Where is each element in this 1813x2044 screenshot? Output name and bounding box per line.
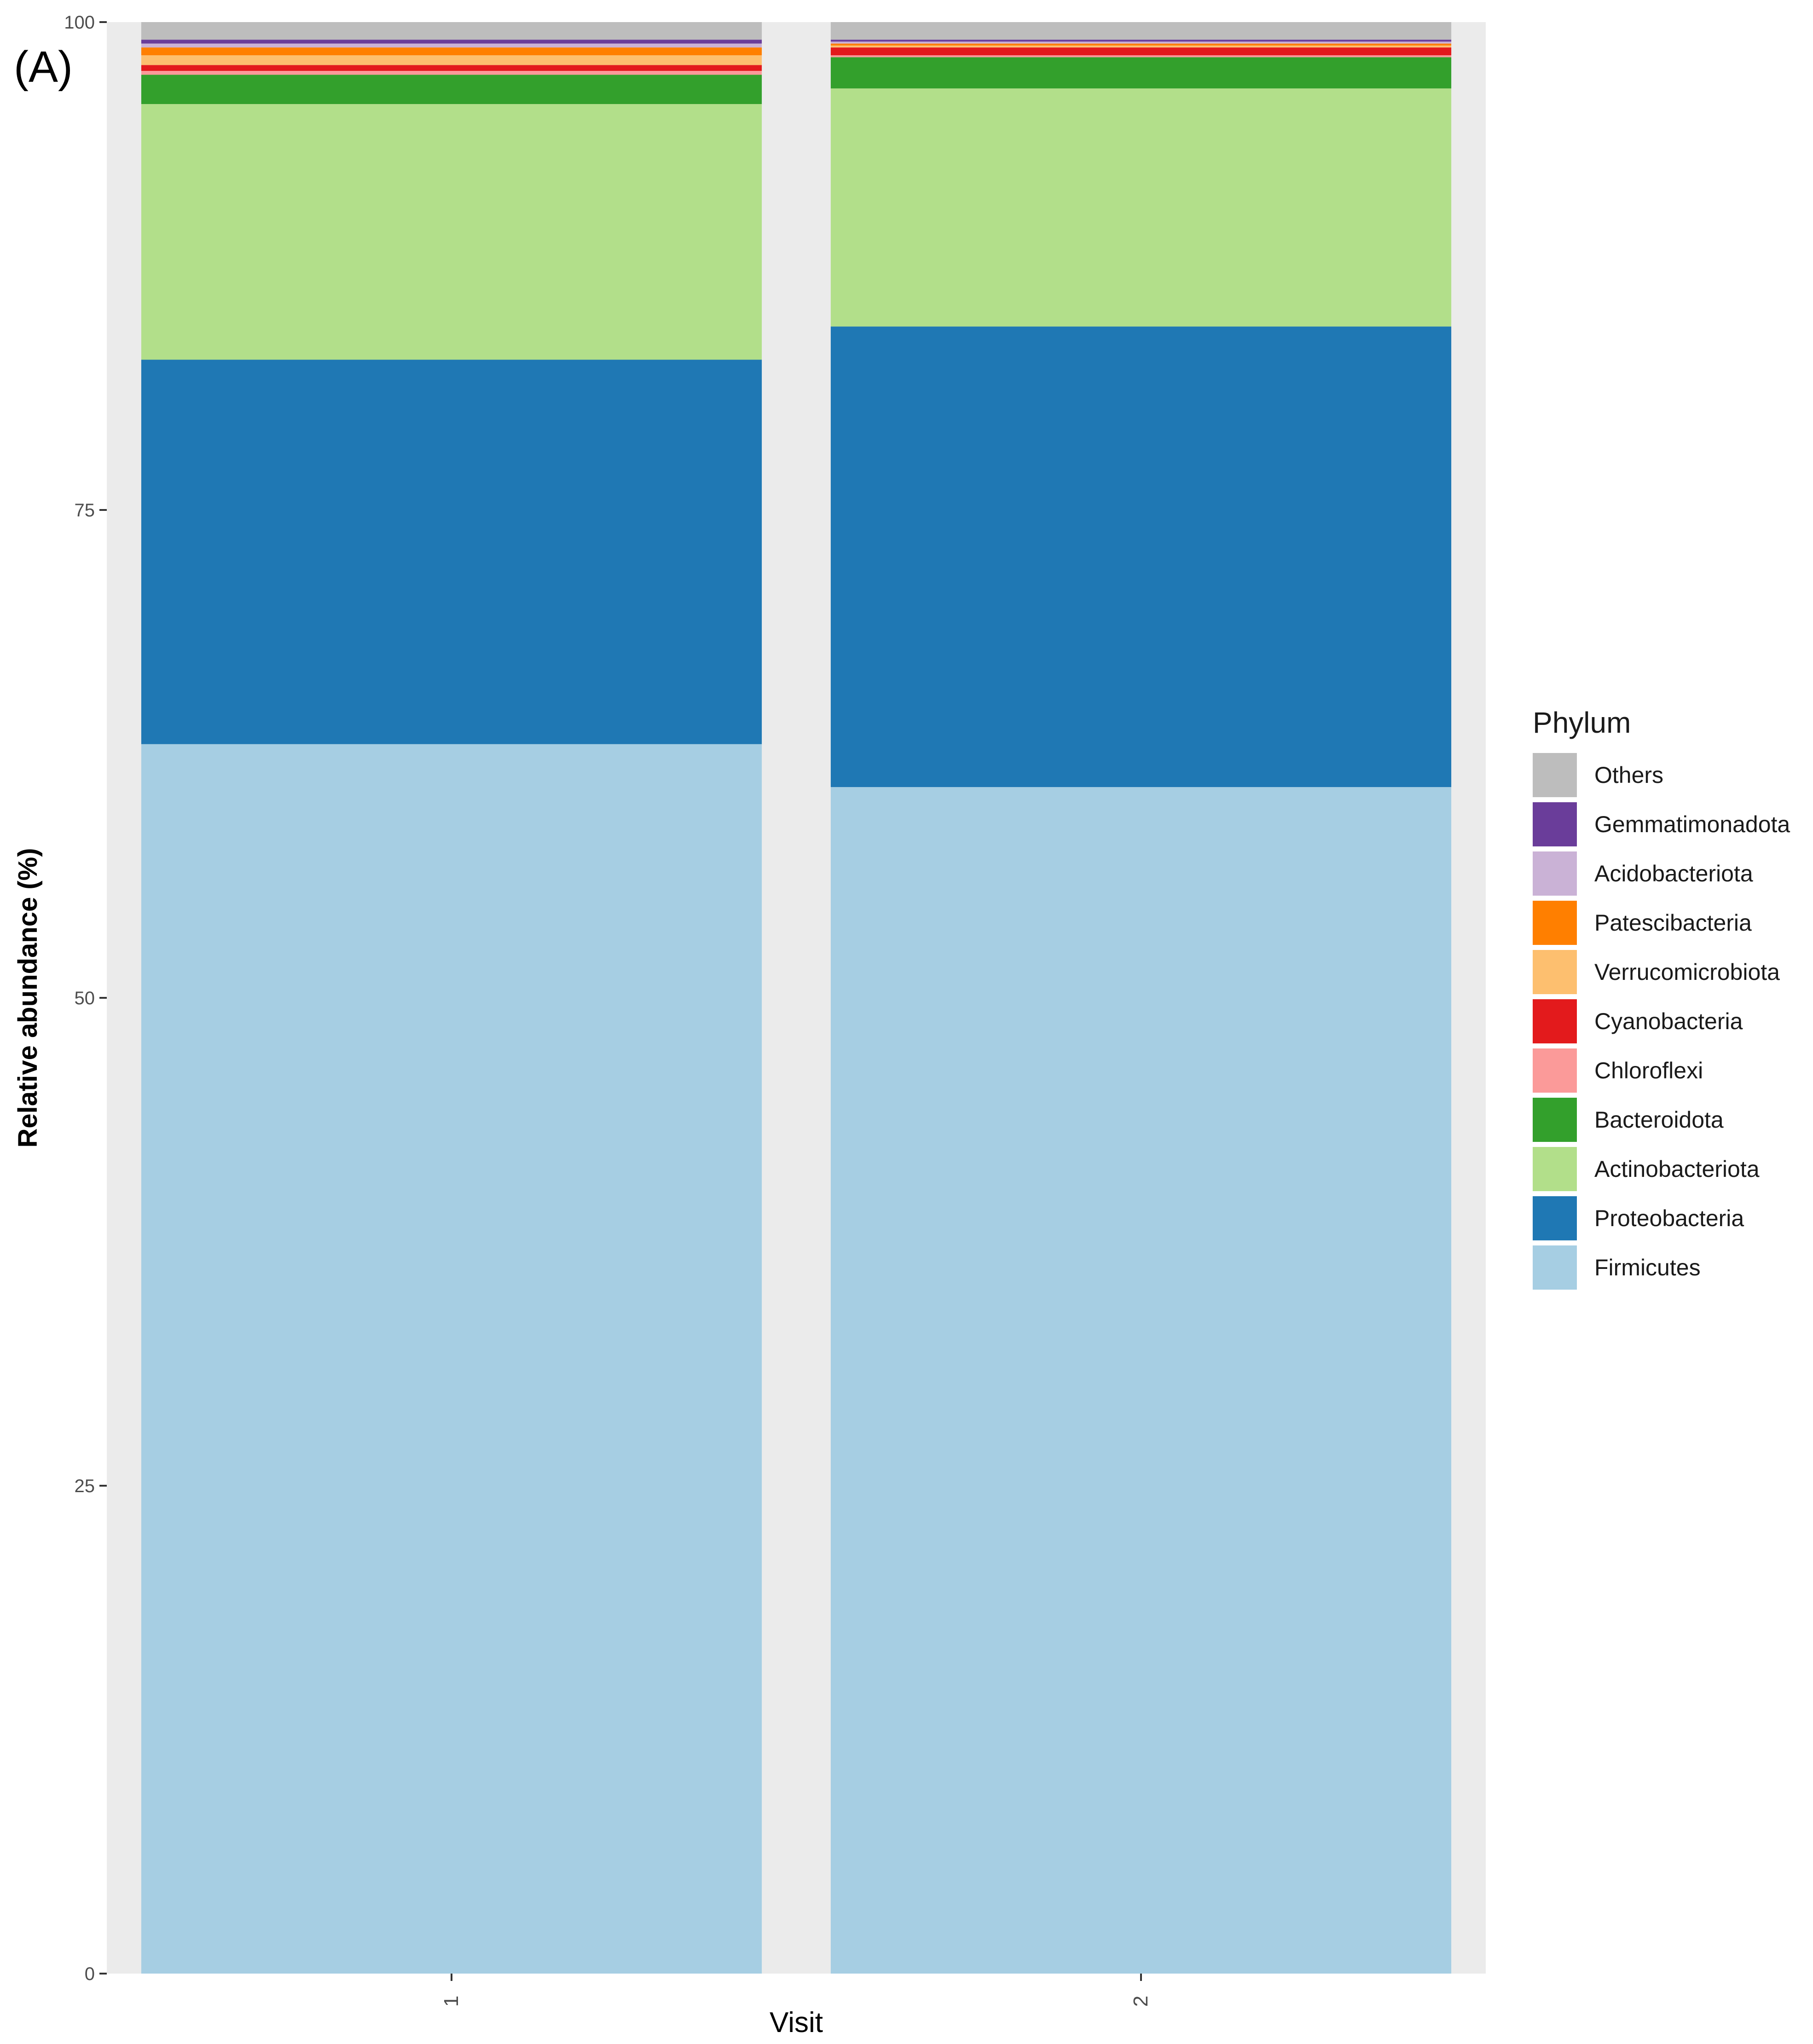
y-axis: 0 25 50 75 100	[64, 12, 107, 1984]
legend-label: Proteobacteria	[1594, 1205, 1744, 1231]
legend-swatch	[1533, 753, 1577, 797]
legend-item-proteobacteria: Proteobacteria	[1533, 1196, 1744, 1240]
legend-items: Others Gemmatimonadota Acidobacteriota Pate…	[1533, 753, 1790, 1290]
panel-label: (A)	[14, 42, 73, 92]
bar-segment-proteobacteria-visit-2	[830, 326, 1452, 787]
legend-label: Actinobacteriota	[1594, 1156, 1760, 1182]
bar-segment-others-visit-2	[830, 22, 1452, 40]
y-axis-title: Relative abundance (%)	[13, 848, 43, 1147]
bar-segment-bacteroidota-visit-1	[141, 75, 762, 104]
legend-swatch	[1533, 1098, 1577, 1142]
legend-swatch	[1533, 901, 1577, 945]
legend-item-firmicutes: Firmicutes	[1533, 1245, 1701, 1290]
y-tick-label: 25	[75, 1476, 95, 1496]
legend-swatch	[1533, 851, 1577, 896]
legend-swatch	[1533, 999, 1577, 1043]
legend-swatch	[1533, 802, 1577, 846]
bar-segment-acidobacteriota-visit-2	[830, 41, 1452, 44]
bar-segment-chloroflexi-visit-2	[830, 55, 1452, 58]
y-tick-label: 50	[75, 988, 95, 1008]
legend-label: Others	[1594, 762, 1663, 788]
legend: Phylum Others Gemmatimonadota Acidobacteri…	[1533, 706, 1790, 1290]
legend-swatch	[1533, 1245, 1577, 1290]
bar-segment-firmicutes-visit-2	[830, 787, 1452, 1974]
legend-swatch	[1533, 1048, 1577, 1093]
bar-segment-acidobacteriota-visit-1	[141, 43, 762, 48]
legend-label: Firmicutes	[1594, 1255, 1701, 1280]
legend-item-acidobacteriota: Acidobacteriota	[1533, 851, 1753, 896]
legend-label: Verrucomicrobiota	[1594, 959, 1780, 985]
legend-label: Chloroflexi	[1594, 1058, 1703, 1083]
bars-layer	[141, 22, 1452, 1974]
legend-label: Cyanobacteria	[1594, 1008, 1743, 1034]
legend-label: Gemmatimonadota	[1594, 811, 1790, 837]
legend-item-verrucomicrobiota: Verrucomicrobiota	[1533, 950, 1780, 994]
legend-item-bacteroidota: Bacteroidota	[1533, 1098, 1724, 1142]
legend-title: Phylum	[1533, 706, 1631, 739]
legend-item-chloroflexi: Chloroflexi	[1533, 1048, 1703, 1093]
y-tick-label: 0	[85, 1964, 95, 1984]
bar-segment-patescibacteria-visit-1	[141, 47, 762, 56]
legend-label: Acidobacteriota	[1594, 861, 1753, 886]
y-tick-label: 100	[64, 12, 95, 33]
legend-label: Bacteroidota	[1594, 1107, 1724, 1133]
bar-segment-actinobacteriota-visit-1	[141, 104, 762, 360]
legend-item-actinobacteriota: Actinobacteriota	[1533, 1147, 1760, 1191]
bar-segment-others-visit-1	[141, 22, 762, 40]
y-tick-label: 75	[75, 500, 95, 521]
legend-item-patescibacteria: Patescibacteria	[1533, 901, 1752, 945]
bar-segment-cyanobacteria-visit-1	[141, 65, 762, 71]
legend-item-gemmatimonadota: Gemmatimonadota	[1533, 802, 1790, 846]
bar-segment-verrucomicrobiota-visit-2	[830, 45, 1452, 48]
x-tick-label: 2	[1130, 1996, 1152, 2007]
x-tick-label: 1	[440, 1996, 463, 2007]
bar-segment-firmicutes-visit-1	[141, 744, 762, 1974]
bar-segment-bacteroidota-visit-2	[830, 57, 1452, 89]
bar-segment-verrucomicrobiota-visit-1	[141, 55, 762, 65]
bar-segment-chloroflexi-visit-1	[141, 71, 762, 75]
legend-label: Patescibacteria	[1594, 910, 1752, 936]
x-axis-title: Visit	[770, 2007, 823, 2038]
bar-segment-cyanobacteria-visit-2	[830, 47, 1452, 56]
legend-swatch	[1533, 1196, 1577, 1240]
bar-segment-gemmatimonadota-visit-2	[830, 40, 1452, 42]
bar-segment-patescibacteria-visit-2	[830, 43, 1452, 46]
bar-segment-proteobacteria-visit-1	[141, 359, 762, 744]
legend-item-others: Others	[1533, 753, 1663, 797]
legend-item-cyanobacteria: Cyanobacteria	[1533, 999, 1743, 1043]
bar-segment-actinobacteriota-visit-2	[830, 88, 1452, 327]
legend-swatch	[1533, 950, 1577, 994]
legend-swatch	[1533, 1147, 1577, 1191]
bar-segment-gemmatimonadota-visit-1	[141, 40, 762, 44]
